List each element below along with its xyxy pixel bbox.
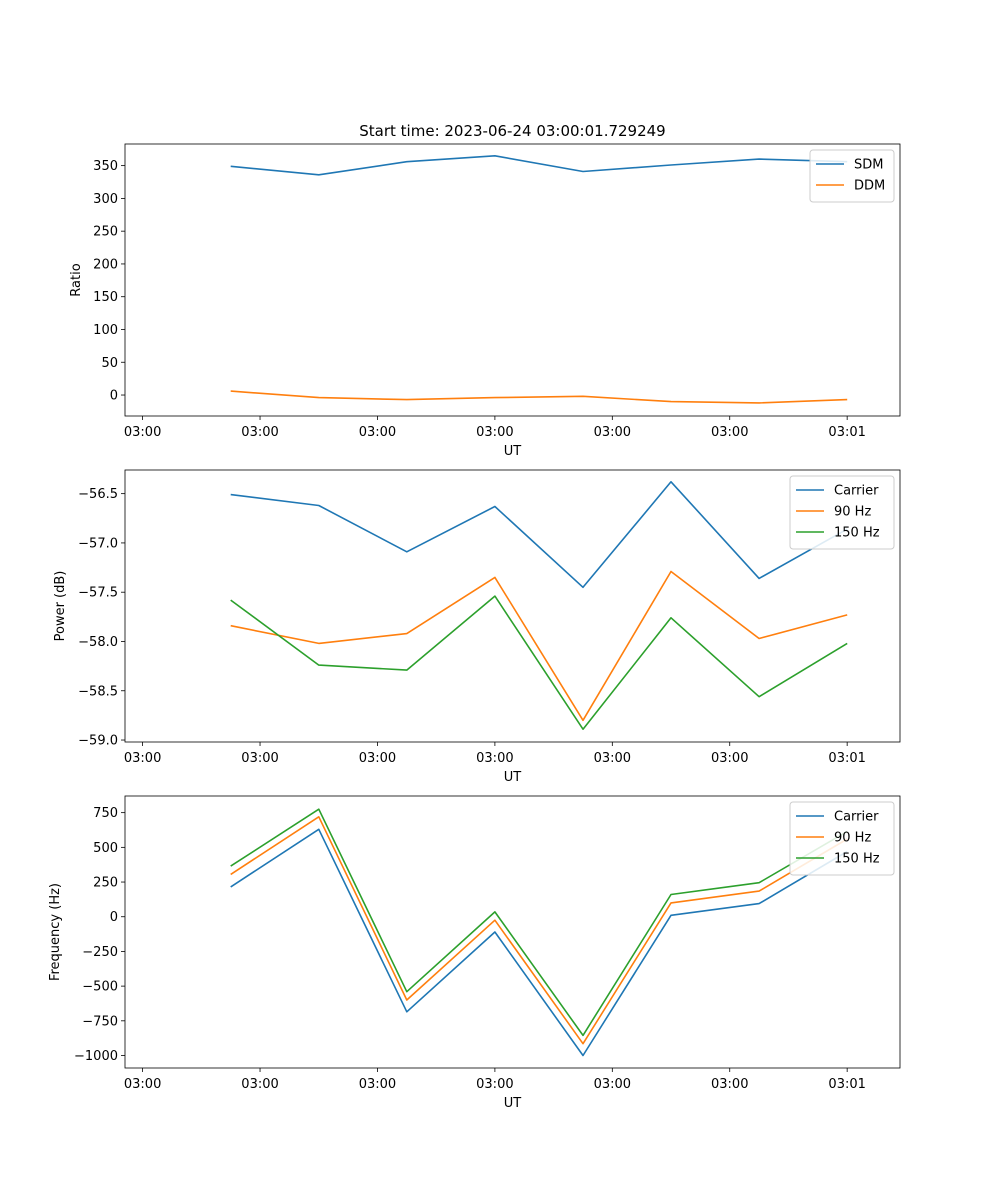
axes-frame <box>124 795 901 1069</box>
y-tick-label: −750 <box>82 1014 118 1029</box>
y-tick-label: −500 <box>82 980 118 995</box>
x-axis-label: UT <box>504 1096 522 1111</box>
series-line-90-hz <box>230 570 848 722</box>
legend: SDM DDM <box>809 149 895 203</box>
x-tick-label: 03:00 <box>241 751 278 766</box>
legend-label: Carrier <box>834 484 879 499</box>
chart-panel-2: −59.0 −58.5 −58.0 −57.5 −57.0 −56.5 03:00 03:00… <box>53 469 901 785</box>
x-tick-label: 03:00 <box>594 751 631 766</box>
x-axis-label: UT <box>504 444 522 459</box>
y-tick-label: −250 <box>82 945 118 960</box>
x-tick-label: 03:00 <box>359 425 396 440</box>
series-line-sdm <box>230 155 848 176</box>
series-line-ddm <box>230 390 848 404</box>
x-tick-label: 03:01 <box>828 1077 865 1092</box>
legend-label: 150 Hz <box>834 526 880 541</box>
chart-title: Start time: 2023-06-24 03:00:01.729249 <box>359 122 665 140</box>
x-tick-label: 03:00 <box>711 751 748 766</box>
x-tick-label: 03:00 <box>476 425 513 440</box>
y-tick-label: 300 <box>93 192 118 207</box>
x-tick-label: 03:00 <box>594 1077 631 1092</box>
x-tick-label: 03:00 <box>711 1077 748 1092</box>
y-tick-label: −1000 <box>74 1049 118 1064</box>
x-tick-label: 03:00 <box>124 751 161 766</box>
chart-panel-3: −1000 −750 −500 −250 0 250 500 750 03:00 03:00 03:… <box>48 795 901 1111</box>
y-tick-label: 250 <box>93 225 118 240</box>
x-tick-label: 03:01 <box>828 425 865 440</box>
x-tick-label: 03:00 <box>594 425 631 440</box>
legend-label: SDM <box>854 158 883 173</box>
y-tick-label: −58.0 <box>78 635 118 650</box>
y-axis-label: Frequency (Hz) <box>48 883 63 981</box>
y-tick-label: −57.5 <box>78 586 118 601</box>
axes-frame <box>124 469 901 743</box>
x-tick-label: 03:00 <box>476 751 513 766</box>
series-line-carrier <box>230 480 848 589</box>
y-tick-label: −59.0 <box>78 734 118 749</box>
legend-label: DDM <box>854 179 885 194</box>
y-tick-label: −56.5 <box>78 487 118 502</box>
series-line-150-hz <box>230 808 848 1037</box>
y-tick-label: 350 <box>93 159 118 174</box>
legend-label: 150 Hz <box>834 852 880 867</box>
x-tick-label: 03:01 <box>828 751 865 766</box>
y-tick-label: 200 <box>93 257 118 272</box>
x-tick-label: 03:00 <box>711 425 748 440</box>
charts-container: 0 50 100 150 200 250 300 350 03:00 03:00 03:00 03:0… <box>48 143 901 1111</box>
x-axis-label: UT <box>504 770 522 785</box>
x-tick-label: 03:00 <box>359 751 396 766</box>
chart-panel-1: 0 50 100 150 200 250 300 350 03:00 03:00 03:00 03:0… <box>69 143 901 459</box>
y-tick-label: 500 <box>93 841 118 856</box>
legend: Carrier 90 Hz 150 Hz <box>789 475 895 550</box>
y-tick-label: 50 <box>101 356 118 371</box>
series-line-150-hz <box>230 595 848 731</box>
y-tick-label: 0 <box>110 389 118 404</box>
x-tick-label: 03:00 <box>241 425 278 440</box>
y-axis-label: Power (dB) <box>53 571 68 642</box>
legend-label: Carrier <box>834 810 879 825</box>
legend-box <box>809 149 895 203</box>
y-axis-label: Ratio <box>69 263 84 296</box>
y-tick-label: 750 <box>93 806 118 821</box>
series-line-90-hz <box>230 815 848 1045</box>
series-line-carrier <box>230 828 848 1057</box>
legend-box <box>789 801 895 876</box>
y-tick-label: −58.5 <box>78 684 118 699</box>
legend: Carrier 90 Hz 150 Hz <box>789 801 895 876</box>
axes-frame <box>124 143 901 417</box>
y-tick-label: 100 <box>93 323 118 338</box>
legend-label: 90 Hz <box>834 831 871 846</box>
y-tick-label: 0 <box>110 910 118 925</box>
x-tick-label: 03:00 <box>476 1077 513 1092</box>
y-tick-label: 150 <box>93 290 118 305</box>
legend-box <box>789 475 895 550</box>
legend-label: 90 Hz <box>834 505 871 520</box>
x-tick-label: 03:00 <box>124 1077 161 1092</box>
x-tick-label: 03:00 <box>359 1077 396 1092</box>
y-tick-label: 250 <box>93 876 118 891</box>
x-tick-label: 03:00 <box>124 425 161 440</box>
y-tick-label: −57.0 <box>78 536 118 551</box>
x-tick-label: 03:00 <box>241 1077 278 1092</box>
